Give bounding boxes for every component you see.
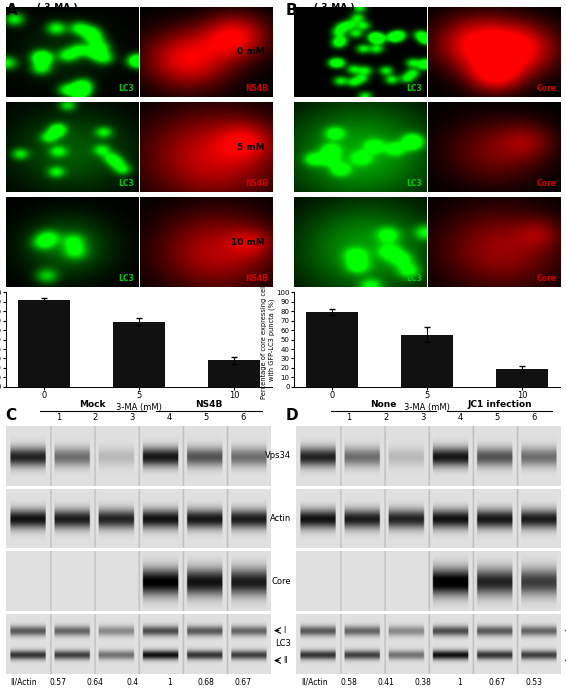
X-axis label: 3-MA (mM): 3-MA (mM): [404, 403, 450, 412]
Text: 0.64: 0.64: [87, 678, 104, 687]
Text: LC3: LC3: [406, 274, 422, 283]
Bar: [113, 322, 165, 387]
Text: 5: 5: [204, 413, 209, 422]
Text: B: B: [286, 3, 298, 18]
Text: 1: 1: [167, 678, 172, 687]
Y-axis label: Percentage of core expressing cells
with GFP-LC3 puncta (%): Percentage of core expressing cells with…: [261, 281, 275, 399]
Text: NS4B: NS4B: [246, 84, 268, 93]
Text: 10 mM: 10 mM: [231, 238, 264, 246]
Text: 5: 5: [494, 413, 500, 422]
Text: A: A: [6, 3, 18, 18]
Text: 2: 2: [383, 413, 389, 422]
Text: 0.57: 0.57: [50, 678, 67, 687]
Text: I: I: [283, 626, 285, 635]
Text: 0.53: 0.53: [525, 678, 542, 687]
Text: II: II: [283, 656, 288, 665]
Text: 4: 4: [457, 413, 462, 422]
Bar: [401, 335, 453, 387]
Text: 6: 6: [531, 413, 537, 422]
Text: 0.68: 0.68: [198, 678, 215, 687]
Text: 0 mM: 0 mM: [237, 47, 264, 57]
Bar: [306, 312, 358, 387]
Text: NS4B: NS4B: [195, 400, 223, 409]
Text: LC3: LC3: [118, 274, 134, 283]
Text: 5 mM: 5 mM: [237, 142, 264, 151]
Text: II/Actin: II/Actin: [11, 678, 37, 687]
Text: 0.4: 0.4: [126, 678, 139, 687]
Text: 1: 1: [346, 413, 351, 422]
Text: 0.67: 0.67: [488, 678, 505, 687]
Text: 6: 6: [241, 413, 246, 422]
Text: 1: 1: [457, 678, 462, 687]
Text: Vps34: Vps34: [265, 452, 291, 461]
Text: 0.58: 0.58: [341, 678, 358, 687]
Text: ( 3-MA ): ( 3-MA ): [37, 3, 78, 13]
Text: 3: 3: [130, 413, 135, 422]
X-axis label: 3-MA (mM): 3-MA (mM): [116, 403, 162, 412]
Text: JC1 infection: JC1 infection: [468, 400, 532, 409]
Text: 4: 4: [167, 413, 172, 422]
Text: None: None: [370, 400, 397, 409]
Text: Core: Core: [537, 84, 556, 93]
Text: Core: Core: [271, 577, 291, 586]
Text: 1: 1: [56, 413, 61, 422]
Text: Actin: Actin: [269, 514, 291, 523]
Text: LC3: LC3: [275, 639, 291, 648]
Text: ( 3-MA ): ( 3-MA ): [314, 3, 355, 13]
Text: LC3: LC3: [406, 84, 422, 93]
Text: Mock: Mock: [80, 400, 106, 409]
Text: C: C: [6, 408, 17, 423]
Text: 3: 3: [421, 413, 426, 422]
Text: D: D: [286, 408, 298, 423]
Text: Core: Core: [537, 274, 556, 283]
Text: 0.67: 0.67: [235, 678, 252, 687]
Text: Core: Core: [537, 179, 556, 188]
Text: LC3: LC3: [406, 179, 422, 188]
Text: 0.41: 0.41: [378, 678, 395, 687]
Text: NS4B: NS4B: [246, 179, 268, 188]
Text: 2: 2: [93, 413, 98, 422]
Text: 0.38: 0.38: [414, 678, 431, 687]
Text: LC3: LC3: [118, 179, 134, 188]
Bar: [496, 369, 548, 387]
Bar: [208, 360, 260, 387]
Text: LC3: LC3: [118, 84, 134, 93]
Bar: [18, 300, 70, 387]
Text: II/Actin: II/Actin: [301, 678, 328, 687]
Text: NS4B: NS4B: [246, 274, 268, 283]
